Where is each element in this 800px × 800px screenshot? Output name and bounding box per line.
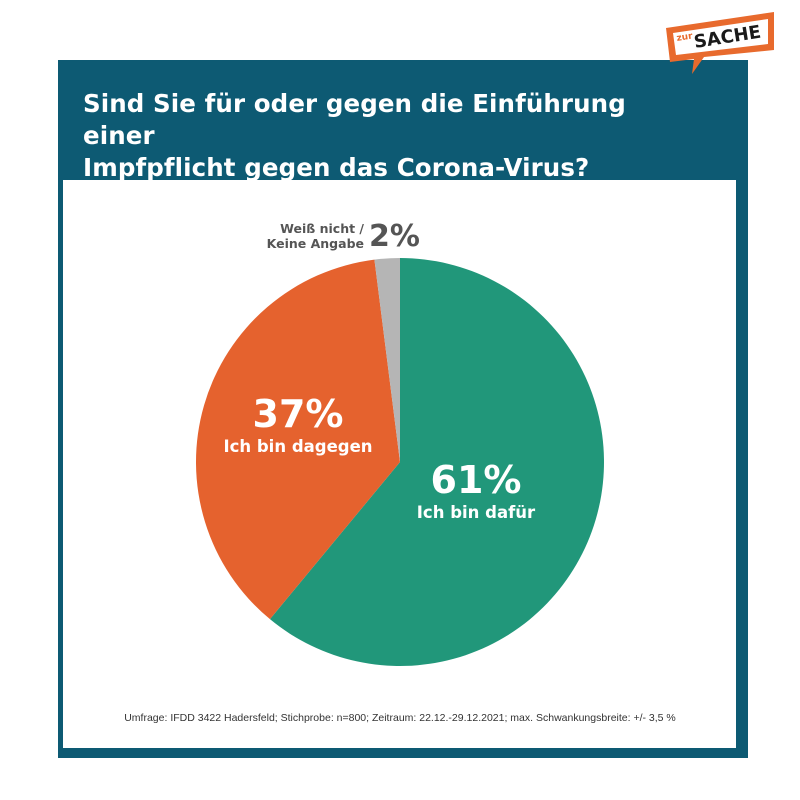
- pie-slice-dafuer: [269, 258, 605, 666]
- logo-text-zur: zur: [676, 31, 694, 43]
- data-label-keine-value: 2%: [369, 219, 420, 254]
- data-label-keine-line-1: Weiß nicht /: [280, 221, 364, 236]
- data-label-dagegen-value: 37%: [253, 392, 344, 436]
- logo-inner-panel: [673, 19, 768, 55]
- data-label-dagegen-text: Ich bin dagegen: [223, 437, 372, 456]
- zur-sache-logo: zur SACHE: [666, 12, 774, 74]
- data-label-keine-line-2: Keine Angabe: [267, 236, 364, 251]
- pie-slice-keine-angabe: [374, 258, 400, 462]
- data-label-dafuer-value: 61%: [431, 458, 522, 502]
- pie-slice-dagegen: [196, 259, 400, 620]
- footnote: Umfrage: IFDD 3422 Hadersfeld; Stichprob…: [124, 712, 676, 724]
- title-line-2: Impfpflicht gegen das Corona-Virus?: [83, 153, 590, 182]
- data-label-dafuer-text: Ich bin dafür: [417, 503, 536, 522]
- title-line-1: Sind Sie für oder gegen die Einführung e…: [83, 89, 626, 150]
- chart-title: Sind Sie für oder gegen die Einführung e…: [83, 88, 683, 184]
